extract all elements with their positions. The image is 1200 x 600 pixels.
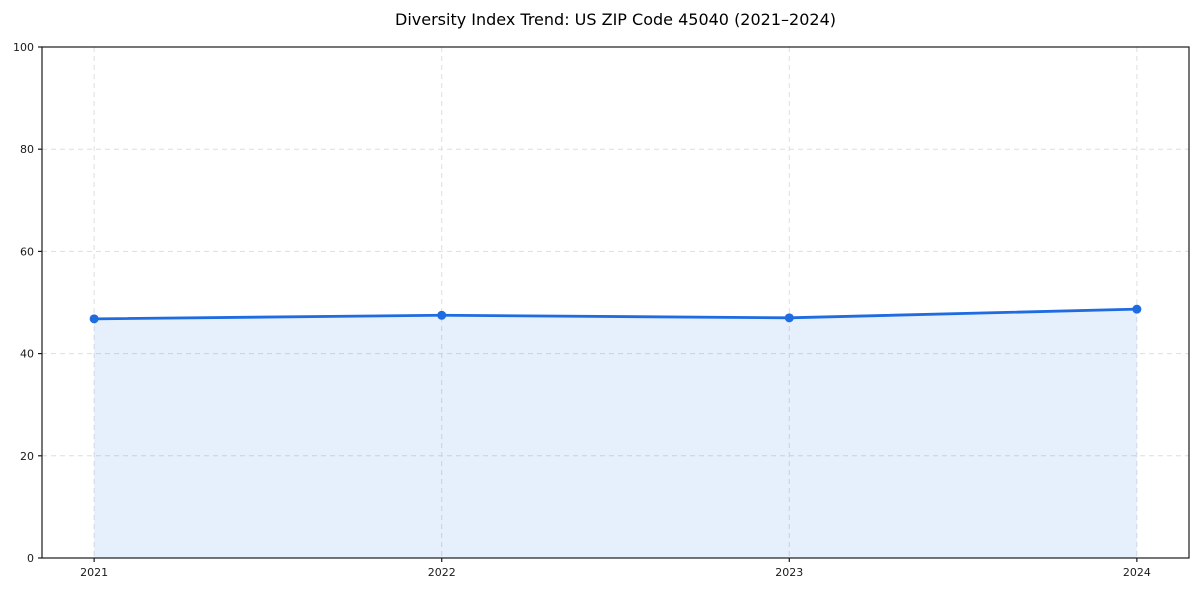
x-tick-label: 2023: [775, 566, 803, 579]
data-point-marker: [89, 314, 99, 324]
y-tick-label: 80: [20, 143, 34, 156]
area-fill: [94, 309, 1137, 558]
x-tick-label: 2021: [80, 566, 108, 579]
y-tick-label: 60: [20, 245, 34, 258]
chart-title: Diversity Index Trend: US ZIP Code 45040…: [395, 10, 836, 29]
x-tick-label: 2022: [428, 566, 456, 579]
series-line: [92, 307, 1139, 321]
data-point-marker: [1132, 304, 1142, 314]
x-tick-label: 2024: [1123, 566, 1151, 579]
plot-border: [41, 46, 1190, 559]
data-point-marker: [437, 310, 447, 320]
data-point-marker: [784, 313, 794, 323]
y-tick-label: 100: [13, 41, 34, 54]
y-tick-label: 40: [20, 348, 34, 361]
y-tick-label: 20: [20, 450, 34, 463]
y-tick-label: 0: [27, 552, 34, 565]
